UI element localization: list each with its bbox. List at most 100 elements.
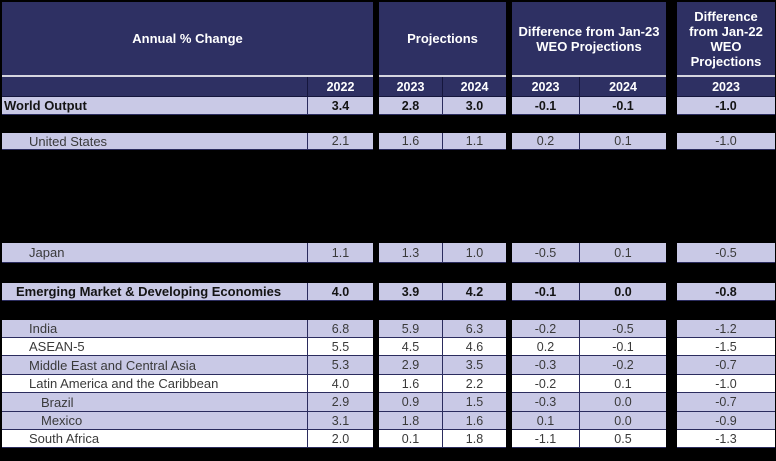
value-cell: 4.5 <box>401 339 420 354</box>
value-cell: 3.5 <box>442 356 506 374</box>
table-row: -0.7 <box>677 356 775 375</box>
year-header-row: 2023 2024 <box>379 77 506 97</box>
header-separator-line <box>677 75 775 77</box>
value-cell: -0.5 <box>579 320 666 337</box>
table-row: -0.1 -0.1 <box>512 97 666 115</box>
value-cell: 6.3 <box>442 320 506 337</box>
value-cell: 1.0 <box>442 243 506 262</box>
value-cell: 0.5 <box>579 430 666 447</box>
table-row: 5.9 6.3 <box>379 320 506 338</box>
value-cell: 0.1 <box>401 431 420 446</box>
year-header-row: 2023 <box>677 77 775 97</box>
value-cell: -1.1 <box>534 431 557 446</box>
table-row: 1.3 1.0 <box>379 243 506 263</box>
column-group-header: Difference from Jan-22 WEO Projections <box>677 2 775 75</box>
value-cell: -0.1 <box>579 338 666 355</box>
row-label: ASEAN-5 <box>29 339 85 354</box>
value-cell: 1.1 <box>307 243 373 262</box>
redacted-row-gap <box>677 263 775 283</box>
year-header-cell: 2024 <box>442 77 506 96</box>
header-separator-line <box>512 75 666 77</box>
table-row: 1.6 1.1 <box>379 133 506 150</box>
value-cell: -0.8 <box>715 284 737 299</box>
year-header-cell: 2022 <box>307 77 373 96</box>
value-cell: -1.0 <box>715 134 737 148</box>
value-cell: -0.3 <box>534 358 557 372</box>
value-cell: -0.7 <box>715 358 737 372</box>
value-cell: 0.1 <box>536 413 555 428</box>
value-cell: -1.0 <box>715 376 737 391</box>
redacted-row-gap <box>512 150 666 243</box>
table-row: 1.8 1.6 <box>379 412 506 430</box>
table-row: -1.0 <box>677 133 775 150</box>
year-header-row: 2022 <box>2 77 373 97</box>
value-cell: 3.0 <box>442 97 506 114</box>
value-cell: 1.5 <box>442 393 506 411</box>
year-header-cell <box>2 77 307 96</box>
table-row: World Output 3.4 <box>2 97 373 115</box>
table-row: Mexico 3.1 <box>2 412 373 430</box>
redacted-row-gap <box>512 301 666 320</box>
value-cell: 4.6 <box>442 338 506 355</box>
value-cell: -1.2 <box>715 321 737 336</box>
header-separator-line <box>379 75 506 77</box>
value-cell: 3.4 <box>307 97 373 114</box>
value-cell: 1.6 <box>401 376 420 391</box>
table-row: 0.2 0.1 <box>512 133 666 150</box>
table-row: -1.0 <box>677 375 775 393</box>
row-label: United States <box>29 133 108 149</box>
table-row: -1.5 <box>677 338 775 356</box>
table-row: -1.2 <box>677 320 775 338</box>
value-cell: 5.9 <box>401 321 420 336</box>
redacted-row-gap <box>2 115 373 133</box>
table-row: 4.5 4.6 <box>379 338 506 356</box>
value-cell: -0.9 <box>715 413 737 428</box>
value-cell: 3.1 <box>307 412 373 429</box>
value-cell: 0.0 <box>579 412 666 429</box>
table-row: Brazil 2.9 <box>2 393 373 412</box>
value-cell: -0.5 <box>715 245 737 260</box>
value-cell: -1.3 <box>715 431 737 446</box>
table-row: United States 2.1 <box>2 133 373 150</box>
table-row: -0.3 0.0 <box>512 393 666 412</box>
value-cell: 5.3 <box>307 356 373 374</box>
row-label: Middle East and Central Asia <box>29 357 196 373</box>
table-row: -1.0 <box>677 97 775 115</box>
table-row: -0.8 <box>677 283 775 301</box>
value-cell: 5.5 <box>307 338 373 355</box>
row-label: Mexico <box>41 413 83 428</box>
table-row: -1.3 <box>677 430 775 448</box>
redacted-row-gap <box>379 263 506 283</box>
table-section-annual-change: Annual % Change 2022 World Output 3.4 United… <box>2 2 373 448</box>
table-row: 1.6 2.2 <box>379 375 506 393</box>
table-row: 0.9 1.5 <box>379 393 506 412</box>
table-row: -0.5 <box>677 243 775 263</box>
table-row: ASEAN-5 5.5 <box>2 338 373 356</box>
table-row: Emerging Market & Developing Economies 4.… <box>2 283 373 301</box>
value-cell: -0.2 <box>579 356 666 374</box>
value-cell: 1.6 <box>442 412 506 429</box>
value-cell: 1.6 <box>401 134 420 148</box>
table-row: -0.7 <box>677 393 775 412</box>
table-row: 2.9 3.5 <box>379 356 506 375</box>
redacted-row-gap <box>379 150 506 243</box>
value-cell: -0.1 <box>534 98 557 113</box>
table-row: India 6.8 <box>2 320 373 338</box>
value-cell: 1.1 <box>442 133 506 149</box>
redacted-row-gap <box>677 150 775 243</box>
value-cell: 2.8 <box>401 98 420 113</box>
year-header-cell: 2024 <box>579 77 666 96</box>
value-cell: -0.5 <box>534 245 557 260</box>
redacted-row-gap <box>677 301 775 320</box>
row-label: Brazil <box>41 394 74 410</box>
value-cell: 0.9 <box>401 395 420 409</box>
row-label: India <box>29 321 58 336</box>
value-cell: 4.2 <box>442 283 506 300</box>
value-cell: 0.1 <box>579 243 666 262</box>
table-row: -0.5 0.1 <box>512 243 666 263</box>
table-row: -0.2 -0.5 <box>512 320 666 338</box>
redacted-row-gap <box>512 115 666 133</box>
table-row: -0.1 0.0 <box>512 283 666 301</box>
row-label: World Output <box>4 98 87 113</box>
redacted-row-gap <box>2 263 373 283</box>
